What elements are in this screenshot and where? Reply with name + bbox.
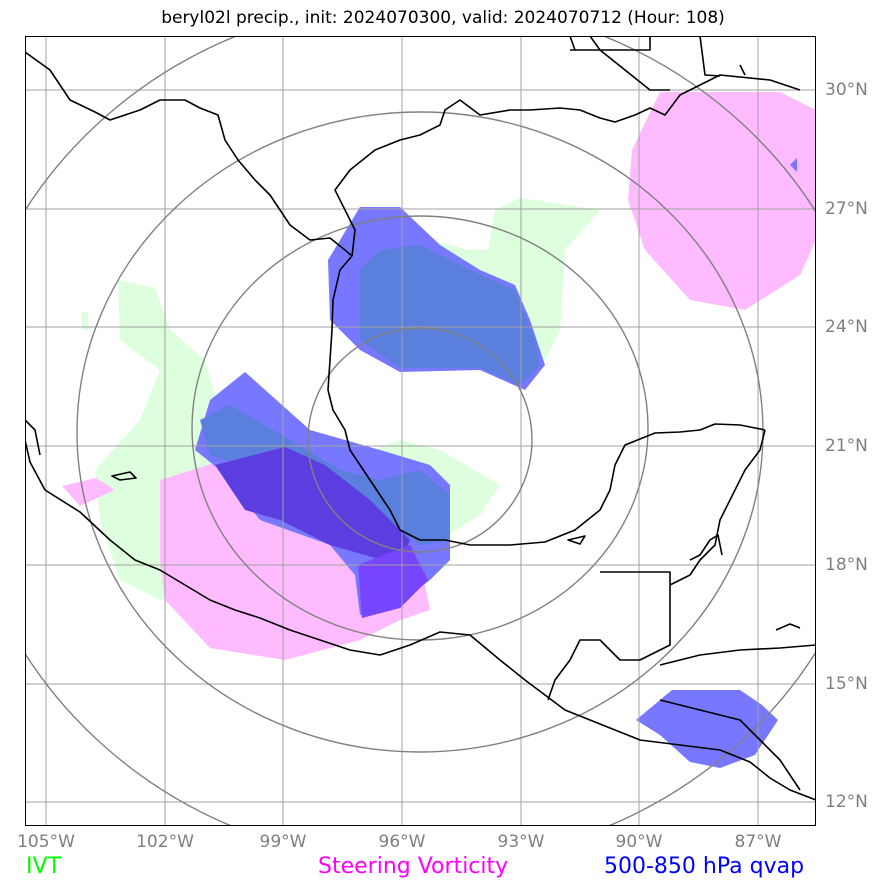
- x-tick-label: 96°W: [378, 832, 426, 852]
- y-tick-label: 27°N: [825, 199, 868, 219]
- y-tick-label: 18°N: [825, 555, 868, 575]
- y-tick-label: 24°N: [825, 317, 868, 337]
- us-mexico-border: [25, 51, 353, 257]
- florida-bend: [569, 36, 746, 91]
- map-title: beryl02l precip., init: 2024070300, vali…: [161, 8, 725, 28]
- x-tick-label: 105°W: [17, 832, 75, 852]
- range-ring-3: [76, 111, 764, 753]
- texas-louisiana-coast: [334, 74, 801, 257]
- legend-qvap: 500-850 hPa qvap: [604, 854, 805, 879]
- y-tick-label: 30°N: [825, 80, 868, 100]
- mexico-gulf-coast: [327, 255, 766, 546]
- qvap-region-central-america: [636, 690, 778, 768]
- qvap-region-gulf-overlap: [360, 245, 540, 385]
- map-panel: [25, 36, 816, 826]
- x-tick-label: 102°W: [136, 832, 194, 852]
- legend-ivt: IVT: [26, 854, 61, 879]
- y-tick-label: 21°N: [825, 436, 868, 456]
- coastlines: [25, 36, 816, 801]
- nicaragua-border: [659, 699, 801, 791]
- vorticity-region-small: [62, 478, 115, 506]
- baja-tip: [25, 419, 41, 456]
- legend-steering-vorticity: Steering Vorticity: [318, 854, 509, 879]
- belize-coast: [689, 534, 723, 561]
- range-ring-1: [307, 327, 533, 553]
- y-tick-label: 12°N: [825, 792, 868, 812]
- mexico-pacific-coast: [25, 439, 816, 801]
- island-1: [111, 471, 137, 481]
- us-states-border: [570, 36, 651, 51]
- map-frame-border: [25, 36, 816, 826]
- island-3: [775, 623, 801, 631]
- x-tick-label: 93°W: [497, 832, 545, 852]
- y-tick-label: 15°N: [825, 674, 868, 694]
- lat-lon-grid: [25, 36, 816, 826]
- yucatan-east-coast: [669, 429, 766, 586]
- guatemala-border: [547, 571, 671, 701]
- ivt-region-small: [82, 312, 88, 330]
- x-tick-label: 87°W: [734, 832, 782, 852]
- x-tick-label: 90°W: [615, 832, 663, 852]
- qvap-region-mexico-pink: [358, 545, 428, 618]
- x-tick-label: 99°W: [259, 832, 307, 852]
- qvap-region-small-east: [790, 158, 797, 172]
- vorticity-region-east: [628, 92, 816, 310]
- island-2: [567, 535, 586, 545]
- qvap-field: [195, 158, 797, 768]
- honduras-coast: [659, 644, 816, 666]
